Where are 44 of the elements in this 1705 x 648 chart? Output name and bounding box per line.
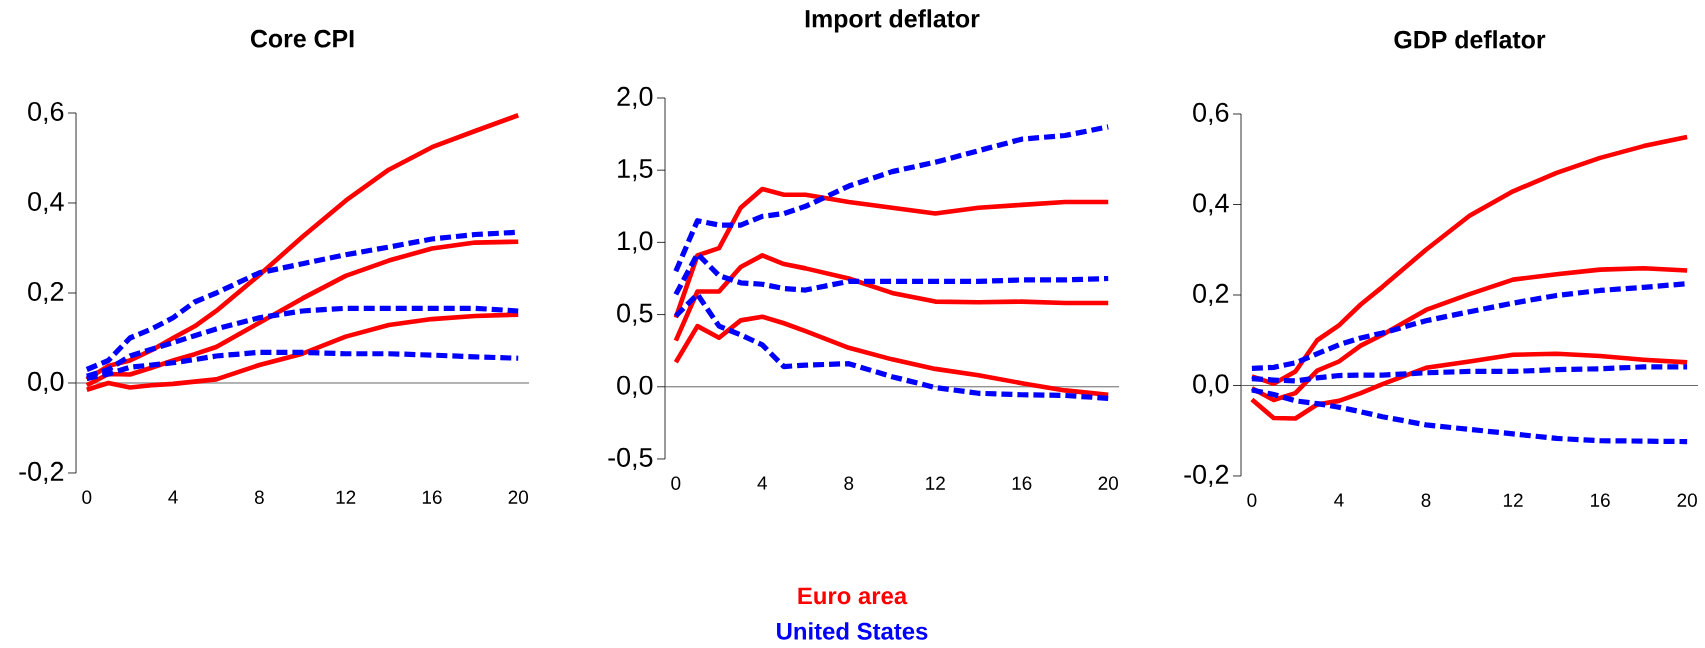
y-tick-label: -0,2: [1184, 464, 1229, 488]
x-tick-label: 8: [1421, 493, 1431, 507]
y-tick-label: 1,5: [618, 159, 653, 182]
y-tick-label: 1,0: [618, 231, 653, 254]
y-tick-label: 0,4: [28, 191, 64, 215]
x-tick-label: 20: [1098, 476, 1118, 490]
x-tick-label: 8: [254, 490, 264, 504]
x-tick-label: 4: [757, 476, 768, 490]
line-series: [673, 314, 1111, 398]
x-tick-label: 4: [1334, 493, 1344, 507]
x-tick-label: 12: [926, 476, 945, 490]
y-tick-label: 0,4: [1193, 193, 1229, 216]
x-tick-label: 16: [1591, 493, 1610, 507]
x-tick-label: 0: [671, 476, 681, 490]
line-series: [1249, 265, 1690, 403]
y-tick-label: 0,2: [1193, 283, 1229, 307]
y-tick-label: 0,6: [28, 101, 64, 125]
chart-title: Core CPI: [250, 29, 354, 48]
y-tick-label: 0,0: [1193, 374, 1229, 397]
y-tick-label: -0,2: [19, 461, 64, 485]
y-tick-label: 0,2: [28, 281, 64, 305]
x-tick-label: 20: [1677, 493, 1697, 507]
x-tick-label: 0: [82, 490, 92, 504]
y-tick-label: 2,0: [617, 86, 653, 110]
line-series: [673, 253, 1111, 343]
line-series: [1249, 134, 1690, 386]
y-tick-label: 0,6: [1193, 102, 1229, 126]
x-tick-label: 12: [336, 490, 356, 504]
x-tick-label: 16: [422, 490, 442, 504]
x-tick-label: 12: [1503, 493, 1523, 507]
x-tick-label: 8: [844, 476, 854, 490]
chart-title: Import deflator: [805, 9, 980, 33]
text: Euro area: [798, 587, 908, 605]
text: United States: [777, 622, 928, 640]
line-series: [1249, 351, 1690, 421]
y-tick-label: 0,0: [28, 371, 64, 395]
x-tick-label: 0: [1247, 493, 1257, 507]
x-tick-label: 4: [168, 490, 178, 504]
y-tick-label: 0,5: [617, 303, 653, 326]
y-tick-label: 0,0: [617, 375, 653, 398]
x-tick-label: 20: [508, 490, 529, 504]
y-tick-label: -0,5: [608, 447, 653, 471]
x-tick-label: 16: [1012, 476, 1032, 490]
chart-title: GDP deflator: [1394, 30, 1546, 49]
